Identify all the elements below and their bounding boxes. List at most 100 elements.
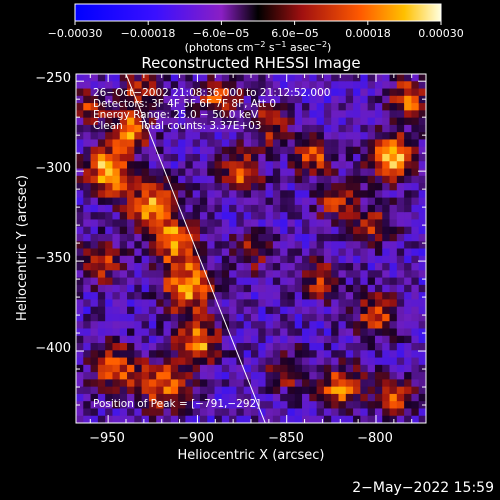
heatmap-cell: [389, 393, 398, 402]
heatmap-cell: [251, 321, 259, 330]
heatmap-cell: [148, 328, 157, 337]
heatmap-cell: [207, 132, 216, 141]
y-axis-label: Heliocentric Y (arcsec): [15, 175, 30, 321]
heatmap-cell: [119, 270, 128, 279]
heatmap-cell: [105, 263, 114, 271]
heatmap-cell: [309, 255, 318, 264]
heatmap-cell: [367, 175, 376, 184]
heatmap-cell: [112, 408, 121, 417]
axis-ticks: [76, 74, 426, 424]
heatmap-cell: [178, 343, 186, 351]
heatmap-cell: [119, 277, 128, 286]
heatmap-cell: [178, 263, 186, 271]
heatmap-cell: [97, 401, 106, 410]
heatmap-cell: [360, 132, 369, 141]
heatmap-cell: [199, 306, 208, 315]
heatmap-cell: [112, 204, 121, 213]
heatmap-cell: [192, 321, 201, 330]
heatmap-cell: [331, 350, 340, 359]
heatmap-cell: [323, 153, 332, 162]
heatmap-cell: [127, 233, 135, 242]
heatmap-cell: [76, 386, 84, 395]
heatmap-cell: [141, 306, 150, 315]
heatmap-cell: [331, 81, 340, 90]
heatmap-cell: [302, 255, 310, 264]
heatmap-cell: [112, 132, 121, 141]
heatmap-cell: [389, 255, 398, 264]
heatmap-cell: [396, 124, 405, 133]
heatmap-cell: [389, 299, 398, 308]
heatmap-cell: [265, 270, 274, 279]
heatmap-cell: [294, 299, 303, 308]
heatmap-cell: [90, 95, 99, 104]
heatmap-cell: [374, 124, 383, 133]
heatmap-cell: [119, 248, 128, 257]
heatmap-cell: [170, 233, 179, 242]
heatmap-cell: [353, 110, 361, 119]
heatmap-cell: [396, 74, 405, 82]
heatmap-cell: [207, 103, 216, 111]
heatmap-cell: [353, 132, 361, 141]
heatmap-cell: [148, 204, 157, 213]
heatmap-cell: [119, 335, 128, 344]
heatmap-cell: [221, 139, 230, 148]
heatmap-cell: [280, 299, 289, 308]
heatmap-cell: [192, 270, 201, 279]
heatmap-cell: [360, 95, 369, 104]
annotation-clean-counts: Clean Total counts: 3.37E+03: [93, 120, 262, 132]
heatmap-cell: [199, 248, 208, 257]
heatmap-cell: [243, 313, 252, 322]
heatmap-cell: [316, 372, 325, 380]
heatmap-cell: [360, 117, 369, 126]
heatmap-cell: [367, 270, 376, 279]
heatmap-cell: [389, 132, 398, 141]
heatmap-cell: [331, 401, 340, 410]
heatmap-cell: [236, 124, 245, 133]
heatmap-cell: [105, 313, 114, 322]
heatmap-cell: [258, 175, 267, 184]
heatmap-cell: [302, 95, 310, 104]
heatmap-cell: [185, 299, 194, 308]
heatmap-cell: [207, 248, 216, 257]
heatmap-cell: [323, 161, 332, 170]
heatmap-cell: [331, 357, 340, 366]
heatmap-cell: [83, 110, 92, 119]
heatmap-cell: [338, 357, 347, 366]
heatmap-cell: [389, 408, 398, 417]
heatmap-cell: [251, 299, 259, 308]
heatmap-cell: [389, 379, 398, 388]
heatmap-cell: [185, 204, 194, 213]
heatmap-cell: [360, 204, 369, 213]
heatmap-cell: [229, 190, 238, 199]
heatmap-cell: [265, 153, 274, 162]
heatmap-cell: [382, 212, 391, 221]
heatmap-cell: [258, 386, 267, 395]
heatmap-cell: [83, 292, 92, 300]
heatmap-cell: [127, 110, 135, 119]
heatmap-cell: [331, 117, 340, 126]
heatmap-cell: [134, 321, 143, 330]
heatmap-cell: [207, 81, 216, 90]
heatmap-cell: [243, 95, 252, 104]
heatmap-cell: [309, 386, 318, 395]
heatmap-cell: [396, 335, 405, 344]
heatmap-cell: [316, 212, 325, 221]
heatmap-cell: [411, 328, 420, 337]
heatmap-cell: [76, 299, 84, 308]
heatmap-cell: [199, 183, 208, 191]
heatmap-cell: [353, 212, 361, 221]
heatmap-cell: [119, 313, 128, 322]
heatmap-cell: [316, 277, 325, 286]
heatmap-cell: [382, 393, 391, 402]
heatmap-cell: [251, 95, 259, 104]
heatmap-cell: [367, 372, 376, 380]
heatmap-cell: [251, 110, 259, 119]
heatmap-cell: [316, 74, 325, 82]
heatmap-cell: [404, 379, 413, 388]
heatmap-cell: [258, 248, 267, 257]
heatmap-cell: [97, 343, 106, 351]
heatmap-cell: [97, 124, 106, 133]
heatmap-cell: [207, 379, 216, 388]
heatmap-cell: [272, 226, 281, 235]
heatmap-cell: [134, 81, 143, 90]
